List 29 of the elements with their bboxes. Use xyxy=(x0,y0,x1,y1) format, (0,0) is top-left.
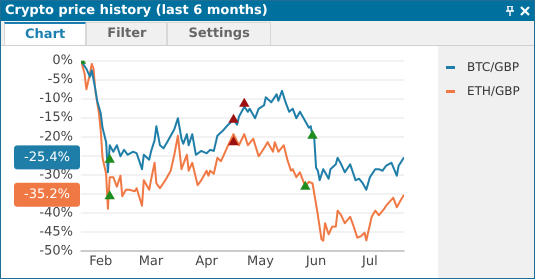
text: -35.2% xyxy=(24,187,70,202)
point xyxy=(104,190,115,200)
text: -25.4% xyxy=(24,150,70,165)
x-tick-label: Jun xyxy=(304,254,326,270)
y-tick-label: -10% xyxy=(39,91,73,106)
y-tick-label: -45% xyxy=(39,224,73,240)
y-tick-label: -20% xyxy=(39,129,73,144)
y-tick-label: 0% xyxy=(52,53,73,68)
x-tick-label: Mar xyxy=(138,254,164,270)
x-tick-label: Jul xyxy=(361,254,378,270)
chart-title: Crypto price history (last 6 months) xyxy=(5,3,268,18)
legend-label: ETH/GBP xyxy=(467,84,520,98)
point xyxy=(104,154,115,163)
point xyxy=(308,130,318,139)
legend-label: BTC/GBP xyxy=(467,60,520,74)
point xyxy=(228,136,238,146)
x-tick-label: Apr xyxy=(195,254,219,270)
y-tick-label: -50% xyxy=(39,243,73,258)
point xyxy=(228,114,238,123)
text: Settings xyxy=(167,22,271,45)
y-tick-label: -15% xyxy=(39,110,73,126)
point xyxy=(300,181,310,190)
y-tick-label: -30% xyxy=(39,167,73,182)
x-tick-label: May xyxy=(247,254,274,270)
x-tick-label: Feb xyxy=(89,254,112,270)
y-tick-label: -5% xyxy=(48,72,73,88)
text: Filter xyxy=(86,22,168,45)
point xyxy=(239,98,250,107)
y-tick-label: -40% xyxy=(39,205,73,220)
